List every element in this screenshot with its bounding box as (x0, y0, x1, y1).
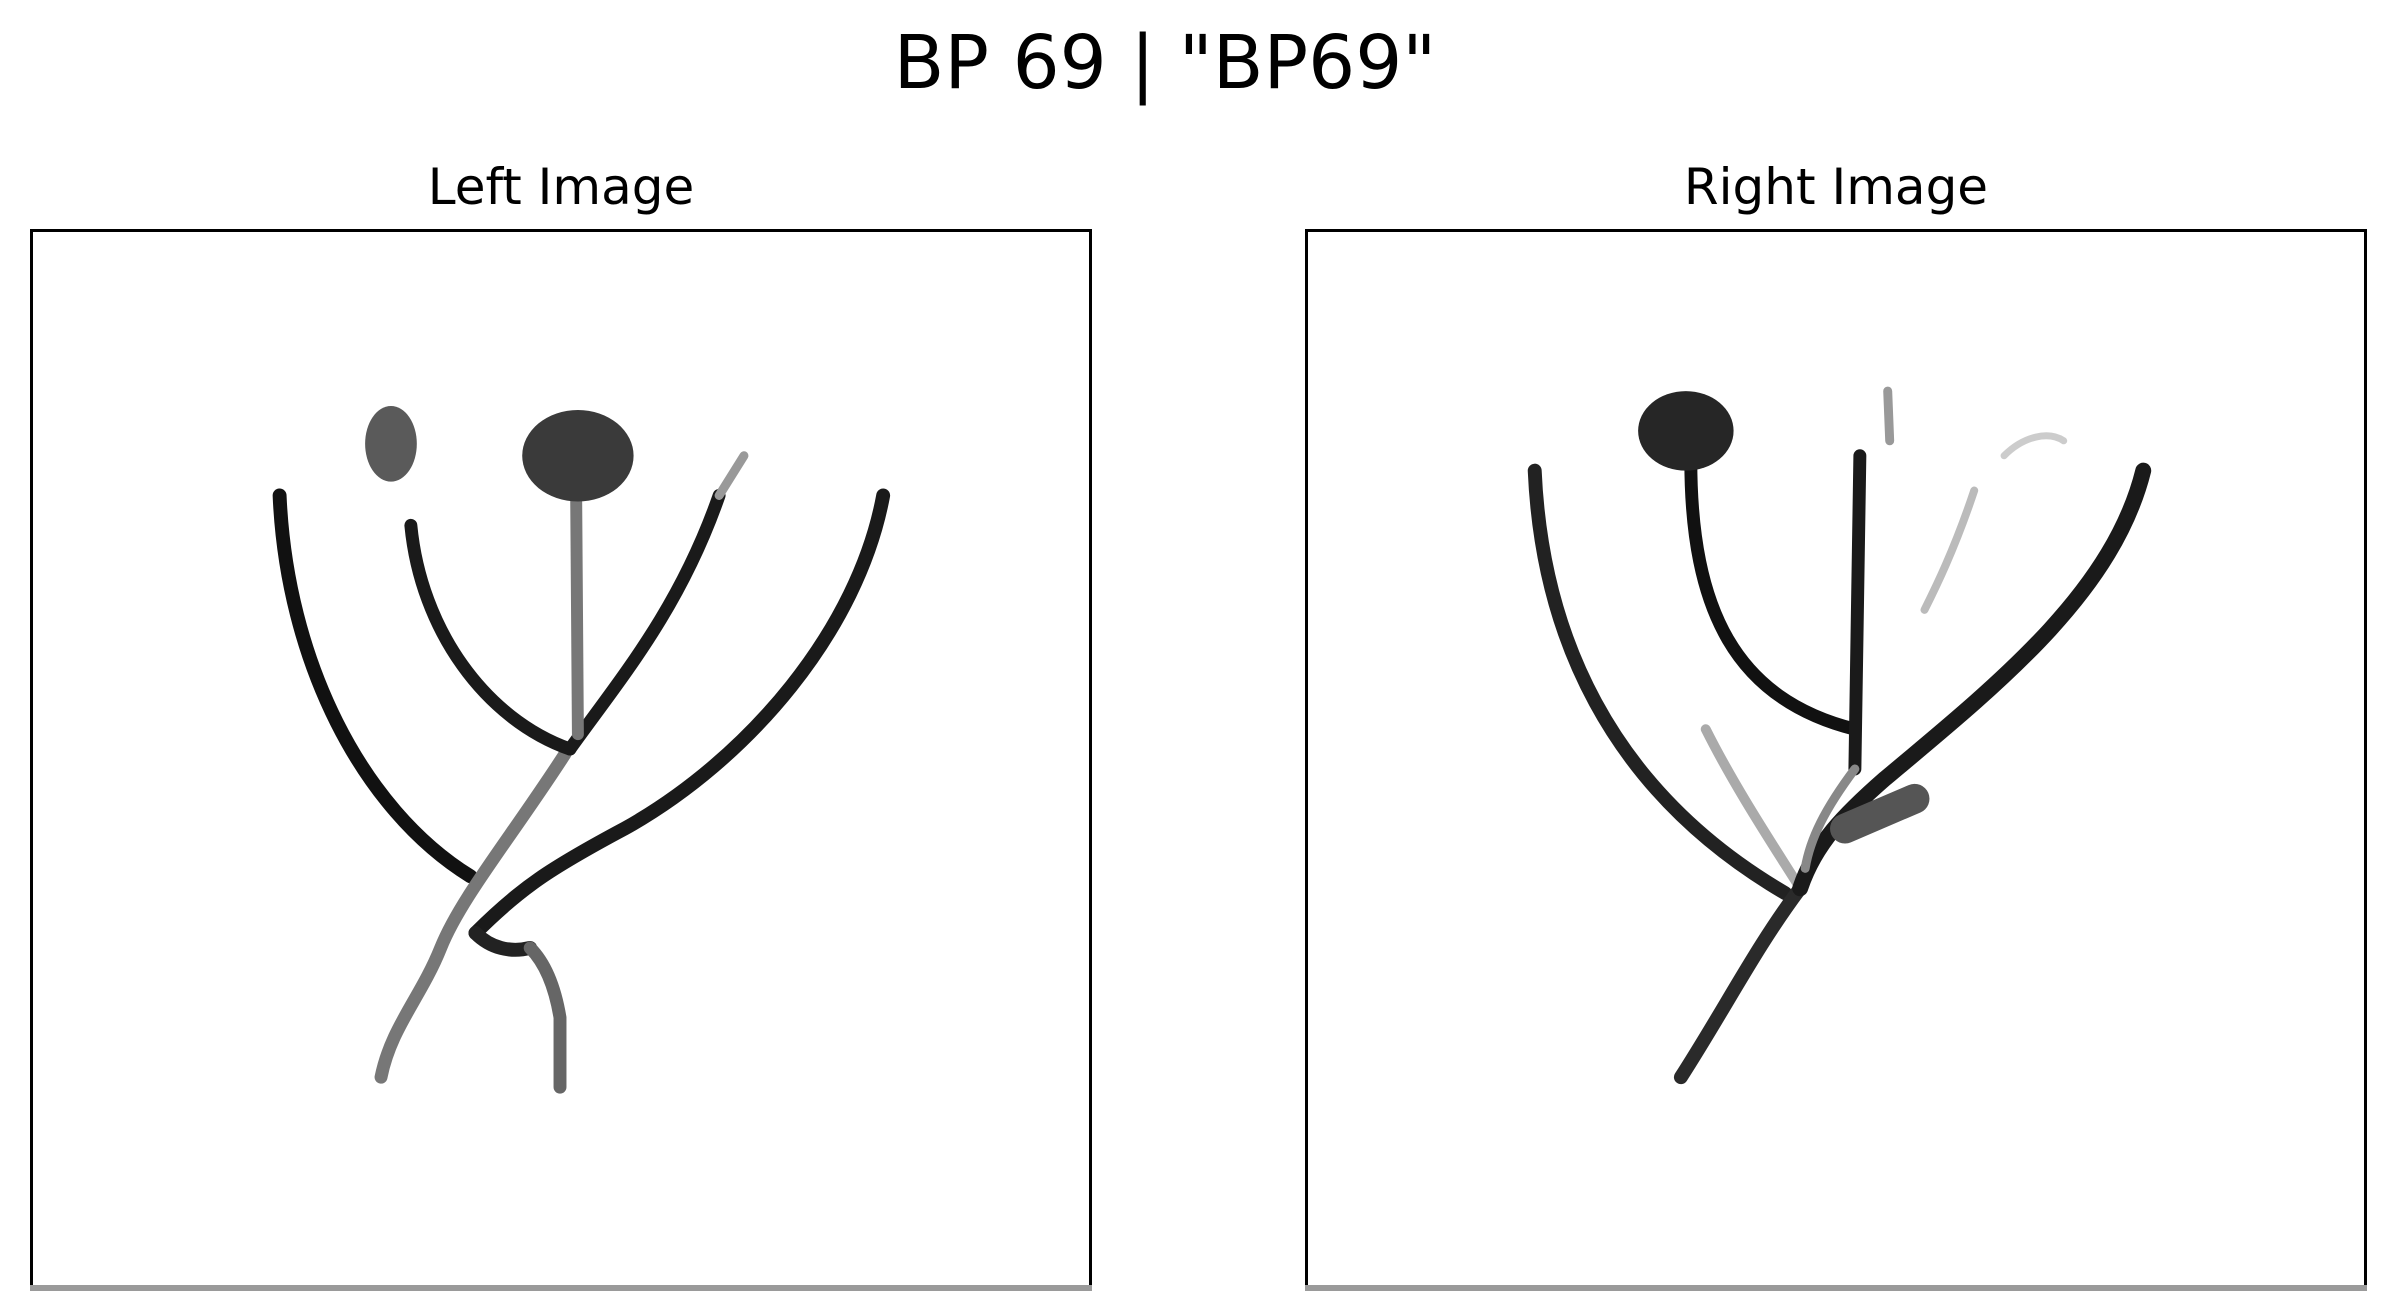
right-outer-right-branch (1792, 462, 2152, 897)
left-panel-title: Left Image (427, 158, 695, 216)
right-branch-drawing (1527, 386, 2152, 1085)
right-round-head (1638, 391, 1734, 471)
left-right-outer-branch (468, 488, 891, 940)
left-branch-drawing (272, 406, 891, 1094)
figure-title: BP 69 | "BP69" (893, 20, 1437, 106)
left-inner-right-branch (563, 489, 726, 756)
left-inner-branch (404, 518, 577, 756)
left-panel-bottom-edge (30, 1285, 1092, 1291)
right-lower-stem (1673, 881, 1808, 1085)
left-stem (569, 454, 584, 741)
right-inner-branch (1684, 454, 1862, 736)
right-center-branch (1848, 449, 1867, 776)
right-panel-bottom-edge (1305, 1285, 2367, 1291)
right-image-panel (1305, 229, 2367, 1291)
right-panel-title: Right Image (1683, 158, 1989, 216)
left-small-tip (714, 451, 749, 500)
left-outer-branch (272, 488, 478, 884)
right-faint-stroke-2 (2000, 432, 2068, 460)
left-lower-right-stem (523, 941, 567, 1094)
right-small-gray-branch (1800, 764, 1860, 873)
left-lower-gray-branch (374, 747, 572, 1084)
left-small-oval (365, 406, 417, 482)
left-round-head (522, 409, 634, 502)
right-faint-stroke-1 (1920, 486, 1979, 614)
left-joint (468, 926, 538, 957)
left-image-panel (30, 229, 1092, 1291)
right-outer-left-branch (1527, 463, 1793, 901)
right-mid-gray-branch (1700, 724, 1806, 894)
right-faint-stroke-3 (1883, 386, 1895, 446)
right-overlap-block (1830, 783, 1930, 844)
